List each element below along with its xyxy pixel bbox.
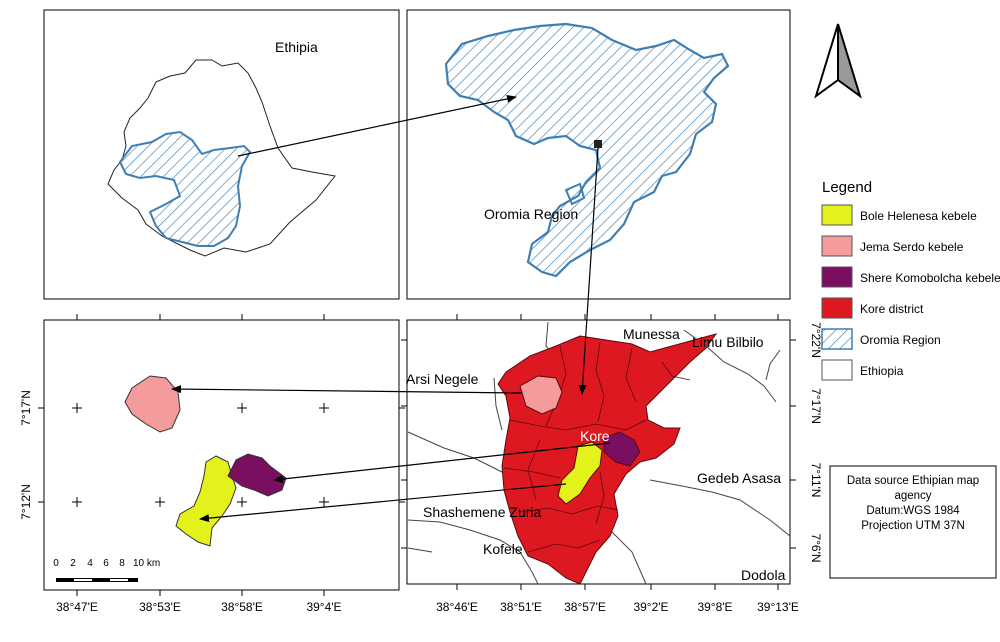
- oromia-label: Oromia Region: [484, 206, 578, 222]
- oromia-panel: Oromia Region: [406, 9, 791, 300]
- projection-text: Projection UTM 37N: [861, 520, 965, 532]
- scale-label-8: 8: [119, 558, 125, 569]
- legend-title: Legend: [822, 179, 872, 196]
- place-dodola: Dodola: [741, 567, 786, 583]
- ethiopia-label: Ethipia: [275, 39, 318, 55]
- district-bole-helenesa-shape: [557, 441, 603, 505]
- district-shere-komobolcha-shape: [603, 431, 641, 467]
- kebele-x-tick-3: 38°58'E: [221, 600, 263, 614]
- arrow-jema-serdo: [171, 385, 523, 394]
- legend-label-shere-komobolcha: Shere Komobolcha kebele: [860, 271, 1000, 285]
- kebele-y-tick-2: 7°12'N: [19, 484, 33, 520]
- kebele-frame-ticks: [38, 314, 405, 596]
- place-arsi-negele: Arsi Negele: [406, 371, 479, 387]
- jema-serdo-kebele-shape: [124, 375, 181, 433]
- district-x-tick-1: 38°46'E: [436, 600, 478, 614]
- district-x-tick-4: 39°2'E: [633, 600, 668, 614]
- district-y-tick-3: 7°11'N: [809, 463, 823, 498]
- arrow-bole-helenesa: [199, 483, 567, 523]
- ethiopia-oromia-overlay: [118, 130, 252, 247]
- legend-swatch-kore-district: [821, 297, 853, 319]
- bole-helenesa-kebele-shape: [175, 455, 237, 547]
- legend-swatch-bole-helenesa: [821, 204, 853, 226]
- kebele-frame: [43, 319, 400, 591]
- legend-label-oromia-region: Oromia Region: [860, 333, 941, 347]
- data-source-line-1: Data source Ethipian map: [847, 475, 979, 487]
- shere-komobolcha-kebele-shape: [227, 453, 287, 497]
- kore-subdivision-lines: [503, 341, 691, 553]
- legend-label-kore-district: Kore district: [860, 302, 924, 316]
- district-x-tick-2: 38°51'E: [500, 600, 542, 614]
- scale-label-2: 2: [70, 558, 76, 569]
- place-limu-bilbilo: Limu Bilbilo: [692, 334, 764, 350]
- place-kore: Kore: [580, 428, 610, 444]
- legend: Legend Bole Helenesa kebele Jema Serdo k…: [821, 179, 1000, 381]
- district-x-tick-6: 39°13'E: [757, 600, 799, 614]
- legend-swatch-jema-serdo: [821, 235, 853, 257]
- legend-label-ethiopia: Ethiopia: [860, 364, 904, 378]
- district-y-tick-2: 7°17'N: [809, 388, 823, 424]
- district-frame: [406, 319, 791, 585]
- district-y-tick-1: 7°22'N: [809, 322, 823, 358]
- arrow-shere-komobolcha: [273, 442, 611, 483]
- data-source-frame: [829, 465, 997, 579]
- legend-label-bole-helenesa: Bole Helenesa kebele: [860, 209, 977, 223]
- oromia-region-fragment: [564, 182, 586, 206]
- legend-swatch-shere-komobolcha: [821, 266, 853, 288]
- arrow-oromia-to-district: [578, 147, 599, 395]
- kebele-y-tick-1: 7°17'N: [19, 390, 33, 426]
- kore-district-shape: [497, 333, 718, 585]
- legend-swatch-ethiopia: [821, 359, 853, 381]
- district-x-tick-3: 38°57'E: [564, 600, 606, 614]
- kebele-x-tick-2: 38°53'E: [139, 600, 181, 614]
- oromia-region-shape: [444, 22, 730, 278]
- scale-label-0: 0: [53, 558, 59, 569]
- datum-text: Datum:WGS 1984: [866, 505, 960, 517]
- district-panel: Munessa Limu Bilbilo Arsi Negele Kore Ge…: [401, 314, 823, 614]
- legend-label-jema-serdo: Jema Serdo kebele: [860, 240, 964, 254]
- place-kofele: Kofele: [483, 541, 523, 557]
- district-x-tick-5: 39°8'E: [697, 600, 732, 614]
- legend-swatch-oromia-region: [821, 328, 853, 350]
- place-shashemene-zuria: Shashemene Zuria: [423, 504, 542, 520]
- district-frame-ticks: [401, 314, 796, 590]
- district-jema-serdo-shape: [519, 375, 563, 415]
- kebele-x-tick-1: 38°47'E: [56, 600, 98, 614]
- north-arrow-icon: [814, 23, 862, 99]
- oromia-frame: [406, 9, 791, 300]
- ethiopia-frame: [43, 9, 400, 300]
- arrow-ethiopia-to-oromia: [237, 94, 517, 157]
- scale-label-6: 6: [103, 558, 109, 569]
- kebele-x-tick-4: 39°4'E: [306, 600, 341, 614]
- kebele-panel: 0 2 4 6 8 10 km 38°47'E 38°53'E 38°58'E …: [19, 314, 405, 614]
- district-y-tick-4: 7°6'N: [809, 533, 823, 562]
- data-source-box: Data source Ethipian map agency Datum:WG…: [829, 465, 997, 579]
- scale-bar: 0 2 4 6 8 10 km: [53, 558, 160, 582]
- ethiopia-panel: Ethipia: [43, 9, 400, 300]
- scale-label-10: 10 km: [133, 558, 160, 569]
- data-source-line-2: agency: [894, 490, 931, 502]
- scale-label-4: 4: [87, 558, 93, 569]
- connector-arrows: [171, 94, 611, 523]
- place-gedeb-asasa: Gedeb Asasa: [697, 470, 781, 486]
- place-munessa: Munessa: [623, 326, 680, 342]
- oromia-kore-location: [594, 140, 602, 148]
